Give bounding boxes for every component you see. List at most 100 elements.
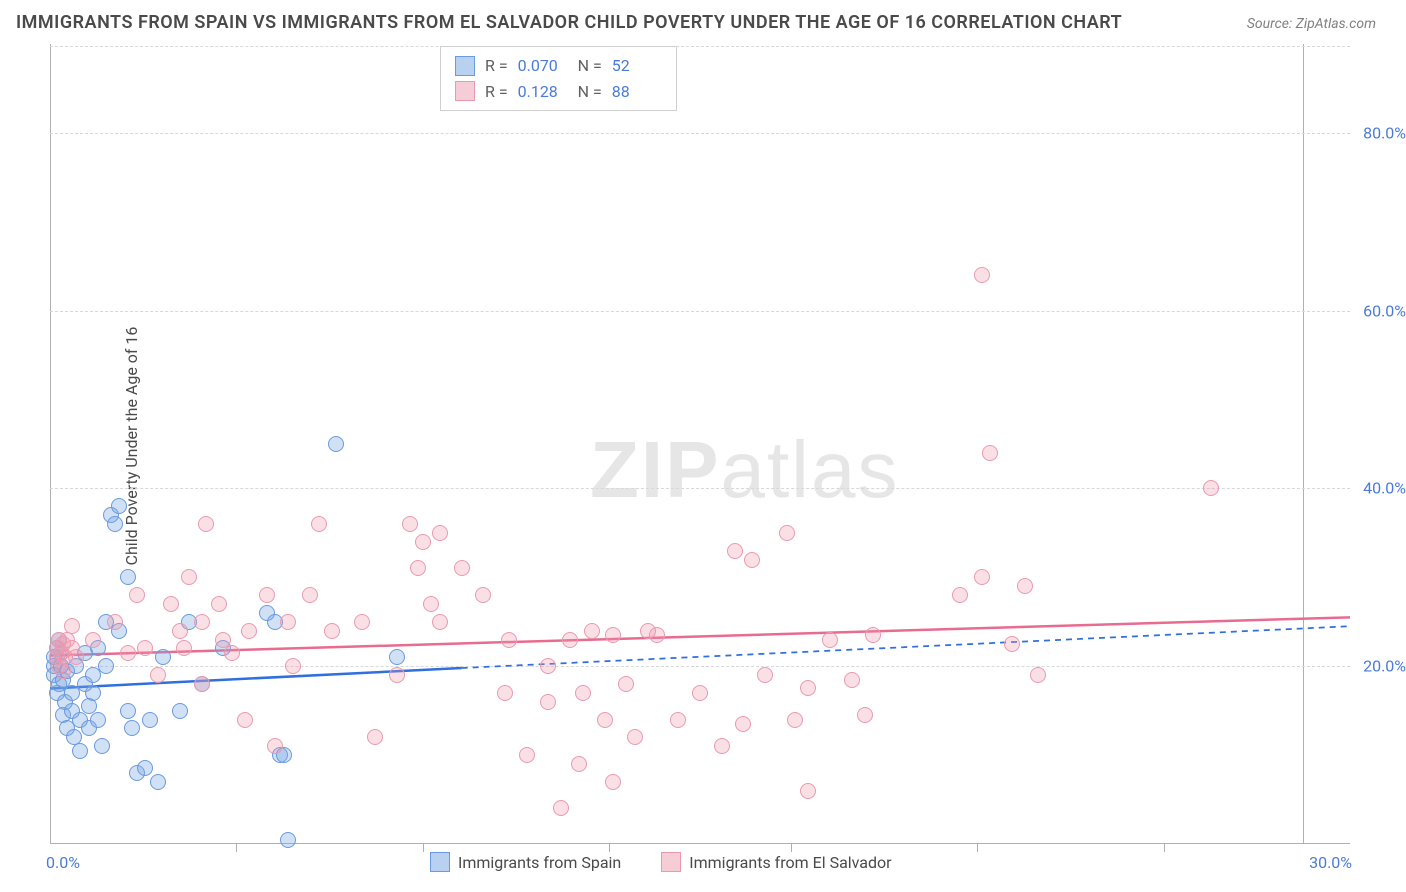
- y-tick-label: 40.0%: [1363, 479, 1406, 498]
- data-point: [787, 712, 803, 728]
- data-point: [285, 658, 301, 674]
- data-point: [974, 267, 990, 283]
- stats-row-series-1: R = 0.070 N = 52: [455, 53, 662, 79]
- stat-r-label: R =: [485, 79, 508, 105]
- data-point: [575, 685, 591, 701]
- data-point: [540, 658, 556, 674]
- data-point: [150, 774, 166, 790]
- legend-swatch-1: [430, 852, 450, 872]
- data-point: [1004, 636, 1020, 652]
- data-point: [540, 694, 556, 710]
- data-point: [259, 587, 275, 603]
- legend-item-2: Immigrants from El Salvador: [661, 852, 891, 872]
- data-point: [90, 712, 106, 728]
- data-point: [844, 672, 860, 688]
- data-point: [280, 832, 296, 848]
- data-point: [72, 743, 88, 759]
- data-point: [618, 676, 634, 692]
- data-point: [692, 685, 708, 701]
- grid-line: [50, 46, 1350, 47]
- data-point: [137, 760, 153, 776]
- stat-n-value-1: 52: [612, 53, 662, 79]
- legend-swatch-2: [661, 852, 681, 872]
- data-point: [1030, 667, 1046, 683]
- data-point: [553, 800, 569, 816]
- stats-row-series-2: R = 0.128 N = 88: [455, 79, 662, 105]
- page-title: IMMIGRANTS FROM SPAIN VS IMMIGRANTS FROM…: [16, 12, 1122, 33]
- stat-n-value-2: 88: [612, 79, 662, 105]
- data-point: [757, 667, 773, 683]
- y-tick-label: 20.0%: [1363, 657, 1406, 676]
- data-point: [779, 525, 795, 541]
- swatch-series-1: [455, 56, 475, 76]
- data-point: [670, 712, 686, 728]
- data-point: [519, 747, 535, 763]
- x-tick-label-max: 30.0%: [1309, 853, 1352, 872]
- data-point: [311, 516, 327, 532]
- data-point: [129, 587, 145, 603]
- data-point: [432, 525, 448, 541]
- x-tick-label-min: 0.0%: [46, 853, 80, 872]
- data-point: [172, 703, 188, 719]
- data-point: [735, 716, 751, 732]
- grid-line: [50, 311, 1350, 312]
- data-point: [410, 560, 426, 576]
- data-point: [198, 516, 214, 532]
- stat-n-label: N =: [578, 79, 602, 105]
- y-axis-line: [50, 44, 51, 844]
- swatch-series-2: [455, 81, 475, 101]
- data-point: [120, 703, 136, 719]
- data-point: [328, 436, 344, 452]
- data-point: [727, 543, 743, 559]
- y-tick-label: 80.0%: [1363, 123, 1406, 142]
- data-point: [402, 516, 418, 532]
- data-point: [597, 712, 613, 728]
- data-point: [137, 640, 153, 656]
- data-point: [241, 623, 257, 639]
- data-point: [415, 534, 431, 550]
- legend: Immigrants from Spain Immigrants from El…: [430, 852, 892, 872]
- data-point: [280, 614, 296, 630]
- data-point: [501, 632, 517, 648]
- data-point: [142, 712, 158, 728]
- data-point: [302, 587, 318, 603]
- data-point: [68, 649, 84, 665]
- data-point: [605, 627, 621, 643]
- x-tick: [1164, 844, 1165, 852]
- data-point: [627, 729, 643, 745]
- data-point: [155, 649, 171, 665]
- stat-r-value-2: 0.128: [518, 79, 568, 105]
- y-tick-label: 60.0%: [1363, 301, 1406, 320]
- data-point: [120, 645, 136, 661]
- data-point: [94, 738, 110, 754]
- x-tick: [977, 844, 978, 852]
- grid-line: [50, 488, 1350, 489]
- x-tick: [609, 844, 610, 852]
- data-point: [857, 707, 873, 723]
- x-axis-line: [50, 843, 1350, 844]
- data-point: [982, 445, 998, 461]
- data-point: [822, 632, 838, 648]
- watermark-light: atlas: [720, 425, 899, 514]
- data-point: [98, 658, 114, 674]
- data-point: [800, 680, 816, 696]
- data-point: [176, 640, 192, 656]
- data-point: [571, 756, 587, 772]
- data-point: [194, 614, 210, 630]
- data-point: [389, 649, 405, 665]
- data-point: [111, 498, 127, 514]
- data-point: [120, 569, 136, 585]
- y-axis-line-right: [1303, 44, 1304, 844]
- grid-line: [50, 133, 1350, 134]
- data-point: [1203, 480, 1219, 496]
- data-point: [389, 667, 405, 683]
- data-point: [744, 552, 760, 568]
- data-point: [714, 738, 730, 754]
- data-point: [211, 596, 227, 612]
- legend-label-1: Immigrants from Spain: [458, 853, 621, 872]
- data-point: [423, 596, 439, 612]
- data-point: [865, 627, 881, 643]
- watermark-bold: ZIP: [590, 425, 720, 514]
- data-point: [367, 729, 383, 745]
- data-point: [584, 623, 600, 639]
